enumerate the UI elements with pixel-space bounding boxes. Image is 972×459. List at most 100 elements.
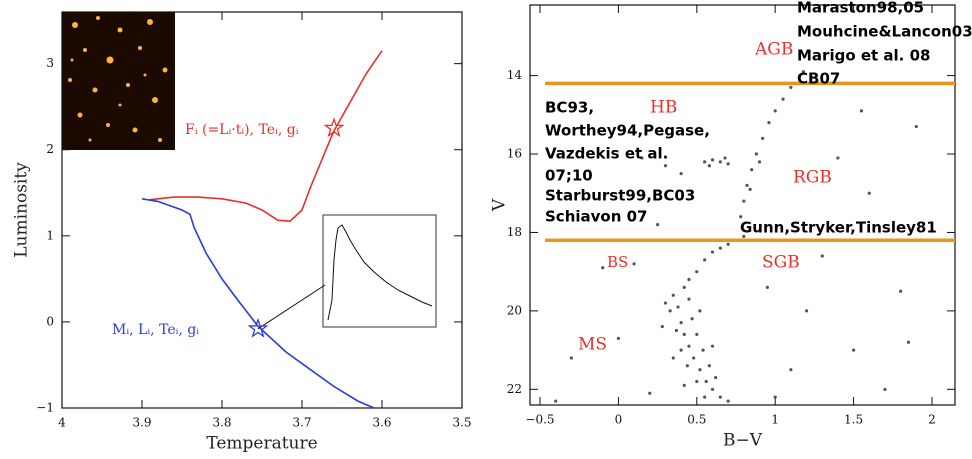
connector xyxy=(257,284,326,330)
star-point xyxy=(748,187,752,191)
star-point xyxy=(668,309,672,313)
star-point xyxy=(656,223,660,227)
annotation: SGB xyxy=(762,253,800,273)
annotation: Marigo et al. 08 xyxy=(797,47,930,65)
star-point xyxy=(695,332,699,337)
star-point xyxy=(726,162,730,166)
x-axis-label: Temperature xyxy=(206,434,317,454)
star-point xyxy=(648,391,652,395)
star-point xyxy=(742,199,746,203)
star-point xyxy=(682,332,686,337)
star-point xyxy=(757,160,762,164)
y-axis-label: Luminosity xyxy=(12,162,32,258)
star-point xyxy=(616,336,621,340)
x-tick-label: 3.8 xyxy=(212,416,231,430)
star-point xyxy=(685,364,689,368)
y-tick-label: 22 xyxy=(507,382,522,396)
star-point xyxy=(906,340,911,344)
panel: 4 3.9 3.8 3.7 3.6 3.5 −1 0 1 2 3 Temperature Luminos… xyxy=(12,11,472,454)
annotation: Schiavon 07 xyxy=(545,208,648,226)
star-point xyxy=(698,368,702,372)
star-point xyxy=(718,160,722,164)
y-tick-label: 3 xyxy=(46,56,54,70)
star-point xyxy=(710,158,715,162)
star-point xyxy=(671,293,675,297)
star-point xyxy=(781,97,785,101)
x-axis-label: B−V xyxy=(723,431,763,451)
star-point xyxy=(687,297,691,301)
annotation: BS xyxy=(607,253,628,271)
annotation: Gunn,Stryker,Tinsley81 xyxy=(740,219,937,237)
star-point xyxy=(554,399,558,403)
star-point xyxy=(710,250,715,254)
x-tick-label: 3.9 xyxy=(132,416,151,430)
star-point xyxy=(745,183,749,187)
star-point xyxy=(859,109,864,113)
annotation: Fᵢ (=Lᵢ·tᵢ), Teᵢ, gᵢ xyxy=(185,122,299,138)
star-point xyxy=(687,277,691,282)
star-point xyxy=(663,164,668,168)
star-point xyxy=(754,152,758,156)
star-point xyxy=(703,395,707,399)
y-tick-label: 14 xyxy=(507,68,523,82)
star-marker xyxy=(247,317,269,338)
annotation: Maraston98,05 xyxy=(797,0,924,17)
star-point xyxy=(739,215,743,219)
y-tick-label: −1 xyxy=(36,401,54,415)
star-point xyxy=(701,348,705,352)
star-point xyxy=(761,136,765,140)
star-point xyxy=(742,234,746,238)
star-point xyxy=(679,348,683,352)
annotation: BC93, xyxy=(545,99,594,117)
annotation: AGB xyxy=(754,40,793,60)
star-point xyxy=(714,375,718,380)
star-point xyxy=(773,395,777,399)
star-point xyxy=(663,301,668,305)
y-tick-label: 2 xyxy=(46,142,54,156)
panel: −0.5 0 0.5 1 1.5 2 14 16 18 20 22 B−V V AGB HB RGB BS SGB… xyxy=(490,0,972,451)
star-marker xyxy=(323,117,345,138)
annotation: Mᵢ, Lᵢ, Teᵢ, gᵢ xyxy=(112,322,199,338)
curve xyxy=(149,50,383,223)
star-point xyxy=(695,379,699,384)
x-tick-label: 1.5 xyxy=(844,413,863,427)
star-point xyxy=(899,289,903,293)
star-point xyxy=(718,246,722,250)
annotation: RGB xyxy=(793,168,832,188)
star-point xyxy=(690,317,694,321)
x-tick-label: 0.5 xyxy=(687,413,706,427)
star-point xyxy=(820,254,824,258)
star-point xyxy=(632,262,636,266)
spectrum-inset xyxy=(322,214,437,328)
star-point xyxy=(914,124,918,129)
star-point xyxy=(569,356,573,360)
x-tick-label: 3.5 xyxy=(452,416,471,430)
star-point xyxy=(687,344,691,348)
annotation: Starburst99,BC03 xyxy=(545,187,695,205)
star-point xyxy=(767,121,771,125)
x-tick-label: 3.6 xyxy=(372,416,391,430)
star-point xyxy=(723,156,727,160)
annotation: Vazdekis et al. xyxy=(545,145,668,163)
star-field-inset xyxy=(62,12,175,150)
star-point xyxy=(852,348,856,352)
star-point xyxy=(660,324,664,329)
star-point xyxy=(676,305,680,309)
star-point xyxy=(773,109,777,113)
annotation: Mouhcine&Lancon03 xyxy=(797,23,972,41)
y-tick-label: 20 xyxy=(507,303,522,317)
star-point xyxy=(867,191,871,195)
star-point xyxy=(682,383,686,387)
star-point xyxy=(704,379,708,384)
star-point xyxy=(883,387,887,391)
star-point xyxy=(679,172,683,176)
y-axis-label: V xyxy=(490,198,510,212)
curve xyxy=(141,198,375,409)
star-point xyxy=(750,168,754,172)
star-point xyxy=(695,270,699,274)
x-tick-label: 0 xyxy=(615,413,623,427)
star-point xyxy=(601,266,605,270)
star-point xyxy=(710,387,715,391)
annotation: MS xyxy=(578,335,607,355)
